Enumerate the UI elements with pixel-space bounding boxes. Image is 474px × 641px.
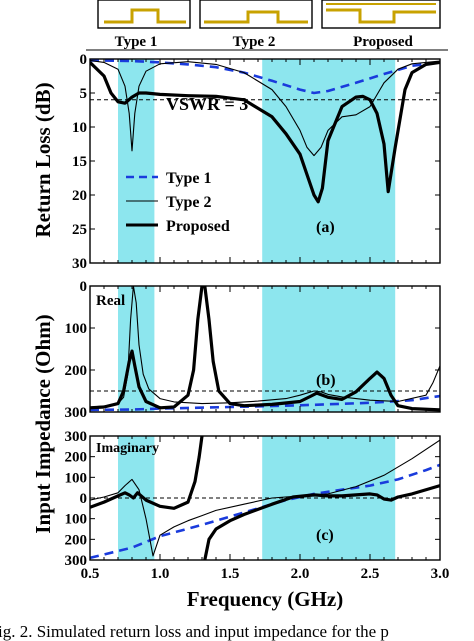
- series-line-type-1: [90, 59, 440, 95]
- type2-schematic: [199, 0, 313, 29]
- x-tick-label: 3.0: [431, 566, 450, 582]
- x-tick-label: 2.0: [291, 566, 310, 582]
- panel-c: 300 200 100 0 100 200 300: [65, 429, 441, 569]
- y-tick-label: 10: [72, 120, 87, 136]
- panel-c-label: (c): [316, 527, 334, 544]
- panel-a: 0 5 10 15 20 25 30: [72, 52, 441, 272]
- y-tick-label: 100: [65, 321, 88, 337]
- y-axis-title-return-loss: Return Loss (dB): [31, 82, 55, 237]
- proposed-schematic: [321, 0, 441, 29]
- series-line-proposed: [90, 286, 440, 412]
- y-tick-label: 200: [65, 532, 88, 548]
- legend-label-type2: Type 2: [166, 194, 211, 211]
- type1-label: Type 1: [115, 34, 158, 50]
- x-tick-label: 1.0: [151, 566, 170, 582]
- series-line-type-1: [90, 394, 440, 412]
- panel-b-title: Real: [96, 293, 125, 309]
- x-tick-labels: 0.5 1.0 1.5 2.0 2.5 3.0: [81, 566, 450, 582]
- series-group: [90, 436, 440, 560]
- legend-label-type1: Type 1: [166, 170, 211, 187]
- y-axis-title-impedance: Input Impedance (Ohm): [31, 314, 55, 533]
- series-line-type-2: [90, 286, 440, 408]
- vswr-label: VSWR = 3: [166, 94, 248, 114]
- y-tick-label: 200: [65, 450, 88, 466]
- type1-schematic: [97, 0, 191, 29]
- y-tick-label: 100: [65, 470, 88, 486]
- y-tick-label: 5: [80, 86, 88, 102]
- antenna-schematics: Type 1 Type 2 Proposed: [86, 0, 448, 51]
- y-tick-label: 0: [80, 491, 88, 507]
- y-tick-label: 300: [65, 553, 88, 569]
- series-line-type-2: [90, 59, 440, 157]
- type2-label: Type 2: [233, 34, 276, 50]
- x-tick-label: 1.5: [221, 566, 240, 582]
- series-group: [90, 286, 440, 412]
- panel-a-label: (a): [316, 219, 335, 236]
- legend: Type 1 Type 2 Proposed: [126, 170, 230, 235]
- y-tick-label: 15: [72, 154, 87, 170]
- y-tick-label: 0: [80, 52, 88, 68]
- y-tick-label: 25: [72, 222, 87, 238]
- y-tick-label: 300: [65, 429, 88, 445]
- y-tick-label: 0: [80, 279, 88, 295]
- y-tick-label: 30: [72, 256, 87, 272]
- figure-caption: ig. 2. Simulated return loss and input i…: [0, 622, 389, 641]
- shaded-band-2: [262, 59, 396, 263]
- x-tick-label: 2.5: [361, 566, 380, 582]
- series-line-type-2: [90, 439, 440, 557]
- legend-label-proposed: Proposed: [166, 218, 230, 235]
- plot-frame: [89, 285, 441, 413]
- panel-b: 300 200 100 0: [65, 279, 441, 421]
- shaded-band-1: [118, 59, 155, 263]
- y-tick-label: 200: [65, 363, 88, 379]
- y-tick-label: 100: [65, 512, 88, 528]
- panel-b-label: (b): [316, 372, 336, 389]
- series-line-proposed: [90, 60, 440, 204]
- y-tick-label: 300: [65, 405, 88, 421]
- proposed-label: Proposed: [353, 34, 413, 50]
- x-tick-label: 0.5: [81, 566, 100, 582]
- series-group: [90, 59, 440, 204]
- series-line-proposed: [90, 436, 440, 560]
- y-tick-label: 20: [72, 188, 87, 204]
- panel-c-title: Imaginary: [96, 441, 159, 456]
- shaded-band-2: [262, 286, 396, 412]
- x-axis-title: Frequency (GHz): [187, 587, 344, 611]
